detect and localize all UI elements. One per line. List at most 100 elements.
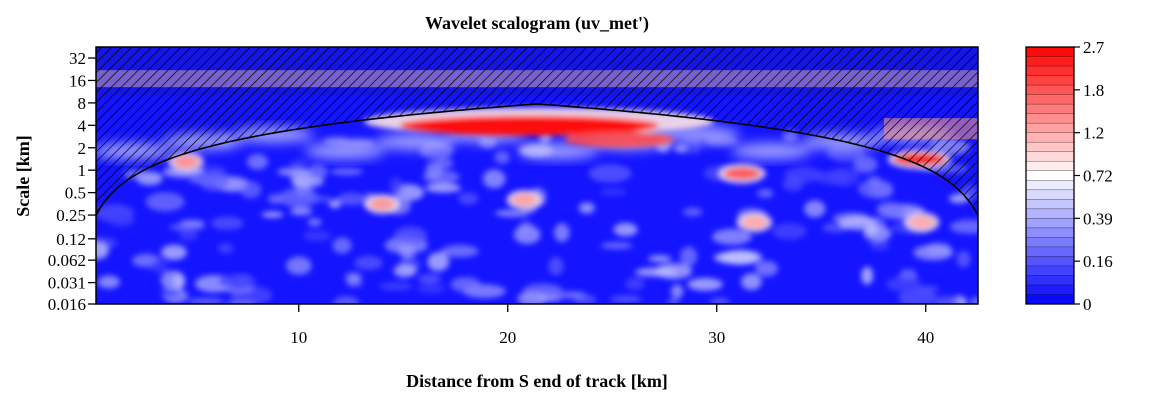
colorbar-swatch	[1026, 104, 1074, 115]
texture-blob	[291, 175, 324, 188]
texture-blob	[378, 282, 413, 291]
hotspot	[512, 193, 537, 206]
x-tick-label: 30	[708, 328, 725, 347]
texture-blob	[218, 273, 257, 290]
colorbar-swatch	[1026, 246, 1074, 257]
texture-blob	[160, 287, 179, 298]
texture-blob	[857, 179, 894, 199]
texture-blob	[634, 267, 678, 277]
texture-blob	[956, 250, 971, 268]
hotspot	[742, 216, 767, 229]
colorbar-swatch	[1026, 275, 1074, 286]
texture-blob	[784, 166, 822, 183]
texture-blob	[559, 290, 586, 300]
texture-blob	[425, 161, 443, 179]
hotspot	[173, 155, 198, 168]
hotspot	[909, 216, 934, 229]
texture-blob	[210, 216, 244, 230]
colorbar-swatch	[1026, 237, 1074, 248]
colorbar-swatch	[1026, 256, 1074, 267]
colorbar-swatch	[1026, 56, 1074, 67]
texture-blob	[782, 129, 799, 143]
texture-blob	[96, 241, 109, 260]
texture-blob	[187, 298, 225, 304]
texture-blob	[389, 176, 403, 196]
colorbar-tick-label: 1.2	[1083, 124, 1104, 143]
texture-blob	[332, 237, 352, 254]
texture-blob	[314, 195, 331, 203]
texture-blob	[330, 168, 364, 176]
texture-blob	[286, 256, 312, 275]
texture-blob	[679, 246, 698, 267]
colorbar-swatch	[1026, 218, 1074, 229]
texture-blob	[333, 295, 360, 304]
texture-blob	[150, 259, 168, 274]
colorbar-swatch	[1026, 132, 1074, 143]
texture-blob	[949, 219, 978, 234]
texture-blob	[267, 193, 284, 205]
texture-blob	[289, 207, 313, 216]
texture-blob	[427, 252, 450, 272]
texture-blob	[440, 244, 479, 258]
colorbar-swatch	[1026, 94, 1074, 105]
y-axis-label: Scale [km]	[13, 135, 33, 216]
y-tick-label: 8	[78, 94, 87, 113]
texture-blob	[755, 260, 779, 277]
texture-blob	[613, 222, 638, 237]
x-axis-label: Distance from S end of track [km]	[406, 371, 668, 391]
texture-blob	[425, 182, 461, 193]
colorbar-swatch	[1026, 142, 1074, 153]
texture-blob	[772, 223, 807, 240]
y-tick-label: 16	[69, 71, 86, 90]
x-tick-label: 10	[290, 328, 307, 347]
texture-blob	[876, 201, 906, 219]
band-blob	[660, 126, 741, 143]
texture-blob	[648, 255, 672, 263]
colorbar-tick-label: 0.72	[1083, 167, 1113, 186]
cone-of-influence-line	[96, 103, 978, 216]
x-axis: 10 20 30 40	[290, 304, 934, 347]
y-tick-label: 2	[78, 139, 87, 158]
x-tick-label: 20	[499, 328, 516, 347]
y-tick-label: 4	[78, 116, 87, 135]
y-tick-label: 0.12	[56, 230, 86, 249]
colorbar-swatch	[1026, 113, 1074, 124]
colorbar-swatch	[1026, 294, 1074, 305]
texture-blob	[513, 224, 541, 245]
texture-blob	[354, 255, 383, 270]
texture-blob	[757, 188, 774, 199]
texture-blob	[336, 192, 367, 206]
texture-blob	[239, 181, 262, 199]
x-tick-label: 40	[917, 328, 934, 347]
colorbar-tick-label: 0	[1083, 295, 1092, 314]
texture-blob	[494, 150, 510, 164]
texture-blob	[898, 288, 938, 304]
texture-blob	[417, 274, 442, 284]
colorbar-swatch	[1026, 161, 1074, 172]
texture-blob	[682, 207, 703, 217]
texture-blob	[97, 275, 121, 289]
band-blob	[517, 143, 598, 160]
colorbar-swatch	[1026, 47, 1074, 58]
texture-blob	[145, 192, 185, 212]
y-tick-label: 0.5	[65, 184, 86, 203]
texture-blob	[815, 170, 850, 185]
texture-blob	[578, 202, 595, 214]
texture-blob	[458, 192, 479, 205]
plot-area	[95, 46, 979, 305]
y-tick-label: 0.062	[48, 251, 86, 270]
texture-blob	[172, 273, 186, 290]
band-blob	[375, 133, 456, 150]
colorbar-swatch	[1026, 151, 1074, 162]
texture-blob	[741, 273, 762, 291]
texture-blob	[450, 277, 481, 293]
texture-blob	[600, 241, 633, 250]
y-tick-label: 0.25	[56, 206, 86, 225]
texture-blob	[671, 284, 684, 299]
texture-blob	[886, 276, 922, 292]
colorbar: 2.7 1.8 1.2 0.72 0.39 0.16 0	[1025, 38, 1113, 314]
texture-blob	[328, 199, 341, 209]
texture-blob	[290, 160, 308, 167]
texture-blob	[864, 227, 879, 235]
